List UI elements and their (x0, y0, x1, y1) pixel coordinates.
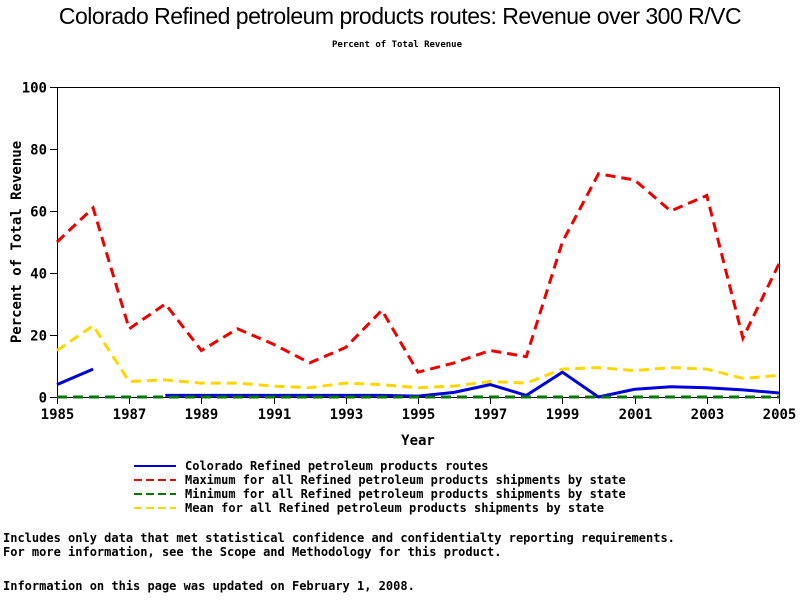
x-axis-label: Year (401, 433, 435, 449)
legend-item: Colorado Refined petroleum products rout… (133, 459, 626, 473)
mean-line (56, 323, 780, 390)
y-tick-label: 0 (39, 391, 47, 407)
y-tick-label: 80 (30, 143, 47, 159)
x-tick-label: 2001 (619, 407, 653, 423)
plot-border (57, 87, 780, 398)
legend-label: Maximum for all Refined petroleum produc… (185, 473, 626, 487)
x-tick-label: 2003 (691, 407, 725, 423)
y-tick-label: 40 (30, 267, 47, 283)
x-tick-label: 1993 (330, 407, 364, 423)
y-tick-label: 20 (30, 329, 47, 345)
colorado-line (165, 370, 780, 399)
x-tick-label: 1999 (546, 407, 580, 423)
legend-label: Colorado Refined petroleum products rout… (185, 459, 489, 473)
legend-line-sample (134, 479, 176, 481)
legend-label: Minimum for all Refined petroleum produc… (185, 487, 626, 501)
x-tick-label: 2005 (763, 407, 797, 423)
y-tick-label: 100 (22, 81, 47, 97)
footnote-updated: Information on this page was updated on … (3, 579, 415, 593)
legend-line-sample (134, 465, 176, 467)
x-tick-label: 1989 (185, 407, 219, 423)
legend-line-sample (134, 507, 176, 509)
legend-item: Mean for all Refined petroleum products … (133, 501, 626, 515)
x-tick-label: 1997 (474, 407, 508, 423)
legend-item: Minimum for all Refined petroleum produc… (133, 487, 626, 501)
x-tick-label: 1987 (113, 407, 147, 423)
chart-title: Colorado Refined petroleum products rout… (58, 3, 742, 29)
footnote-block: Includes only data that met statistical … (3, 531, 675, 559)
legend-item: Maximum for all Refined petroleum produc… (133, 473, 626, 487)
x-tick-label: 1991 (258, 407, 292, 423)
y-tick-label: 60 (30, 205, 47, 221)
legend-label: Mean for all Refined petroleum products … (185, 501, 605, 515)
y-axis-label: Percent of Total Revenue (9, 140, 25, 344)
chart-subtitle: Percent of Total Revenue (331, 40, 463, 50)
maximum-line (55, 172, 781, 374)
footnote-line-1: Includes only data that met statistical … (3, 531, 675, 545)
colorado-line (56, 367, 94, 386)
plot-area: 0 20 40 60 80 100 1985 1987 1989 1991 1993 1995 1997… (22, 81, 797, 424)
legend: Colorado Refined petroleum products rout… (133, 459, 626, 515)
footnote-line-2: For more information, see the Scope and … (3, 545, 502, 559)
x-tick-label: 1995 (402, 407, 436, 423)
legend-line-sample (134, 493, 176, 495)
x-tick-label: 1985 (41, 407, 75, 423)
